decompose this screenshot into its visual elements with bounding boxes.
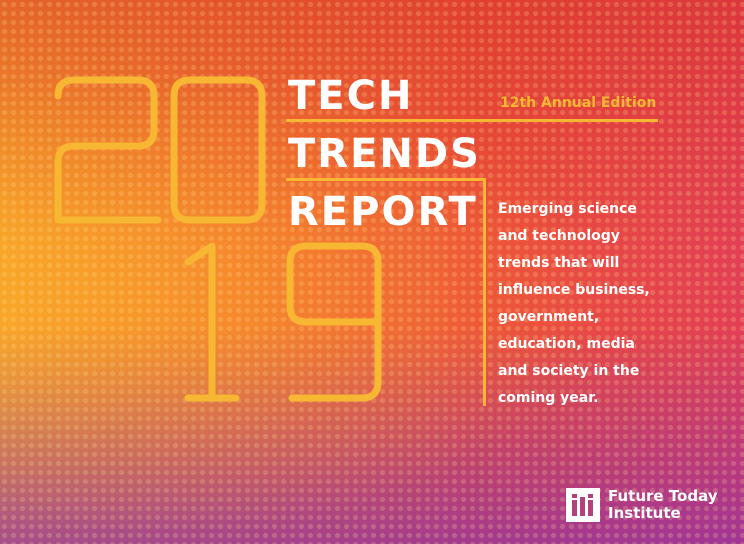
logo-line-1: Future Today — [608, 487, 718, 505]
edition-label: 12th Annual Edition — [500, 95, 657, 111]
year-digit-9 — [286, 242, 382, 402]
divider-top — [286, 119, 658, 122]
logo-line-2: Institute — [608, 504, 681, 522]
title-line-report: REPORT — [288, 189, 478, 235]
title-line-trends: TRENDS — [288, 131, 481, 177]
logo-text: Future Today Institute — [608, 488, 718, 522]
year-digit-0 — [170, 76, 266, 224]
institute-logo: Future Today Institute — [566, 488, 718, 522]
title-line-tech: TECH — [288, 73, 414, 119]
fti-logo-icon — [566, 488, 600, 522]
year-digit-2 — [54, 76, 162, 224]
year-digit-1 — [184, 242, 240, 402]
report-description: Emerging science and technology trends t… — [498, 201, 650, 406]
divider-vertical — [483, 178, 486, 406]
divider-middle — [286, 178, 486, 181]
